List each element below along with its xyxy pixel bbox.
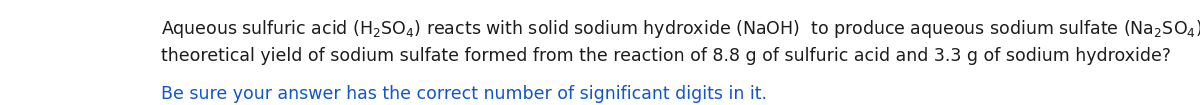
Text: Be sure your answer has the correct number of significant digits in it.: Be sure your answer has the correct numb… xyxy=(161,85,767,103)
Text: theoretical yield of sodium sulfate formed from the reaction of 8.8 g of sulfuri: theoretical yield of sodium sulfate form… xyxy=(161,47,1171,65)
Text: Aqueous sulfuric acid $(\mathrm{H_2SO_4})$ reacts with solid sodium hydroxide $(: Aqueous sulfuric acid $(\mathrm{H_2SO_4}… xyxy=(161,18,1200,40)
